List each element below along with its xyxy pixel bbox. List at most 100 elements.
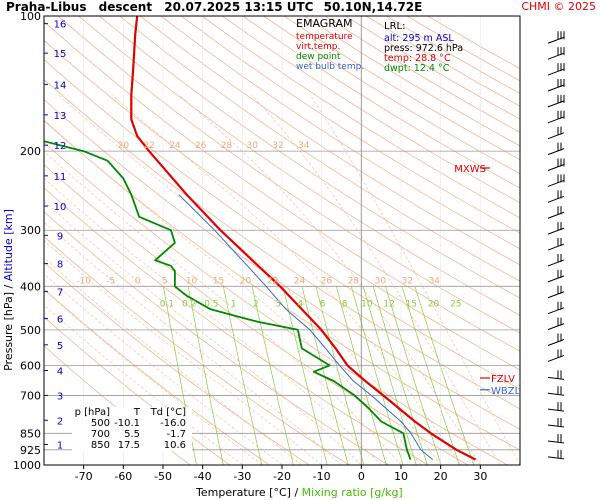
moist-adiabat: [58, 94, 441, 465]
pressure-tick-label: 925: [20, 444, 41, 457]
wind-barb: [547, 222, 565, 235]
x-axis-label-temp: Temperature [°C]: [196, 486, 291, 499]
altitude-tick-label: 16: [54, 20, 67, 31]
y-axis-label: Pressure [hPa] / Altitude [km]: [2, 209, 15, 371]
station-coords: 50.10N,14.72E: [323, 0, 423, 14]
x-tick-label: -10: [313, 470, 331, 483]
dry-adiabat-label: 34: [298, 141, 310, 151]
wind-barb: [547, 238, 565, 251]
wind-barb: [547, 269, 565, 283]
altitude-tick-label: 14: [54, 80, 67, 91]
wind-barb: [547, 285, 565, 299]
x-tick-label: -40: [194, 470, 212, 483]
level-table-row: 700 5.5 -1.7: [72, 429, 192, 440]
altitude-tick-label: 6: [57, 315, 63, 326]
wind-barb: [547, 110, 565, 124]
mixing-ratio-label: 10: [361, 299, 373, 309]
pressure-tick-label: 100: [20, 10, 41, 23]
dry-adiabat-label: 30: [247, 141, 259, 151]
altitude-tick-label: 3: [57, 391, 63, 402]
dry-adiabat: [44, 21, 520, 352]
wind-barb-staff: [547, 227, 565, 235]
dry-adiabat: [345, 16, 520, 120]
station-name: Praha-Libus: [6, 0, 87, 14]
dry-adiabat: [201, 16, 520, 219]
mixing-ratio-line: [362, 286, 417, 465]
dry-adiabat: [119, 16, 520, 282]
moist-adiabat-label: 32: [402, 276, 413, 286]
mixing-ratio-label: 0.5: [204, 299, 218, 309]
wind-barb: [547, 386, 565, 396]
mixing-ratio-label: 4: [297, 299, 303, 309]
level-table-col-p: p [hPa]: [74, 407, 110, 418]
wind-barb: [547, 370, 565, 380]
moist-adiabat: [251, 94, 501, 465]
pressure-tick-label: 850: [20, 427, 41, 440]
x-tick-label: -50: [154, 470, 172, 483]
lrl-box: LRL: alt: 295 m ASL press: 972.6 hPa tem…: [384, 22, 484, 74]
mixing-ratio-label: 25: [450, 299, 461, 309]
x-tick-label: -20: [273, 470, 291, 483]
x-tick-label: -70: [75, 470, 93, 483]
pressure-tick-label: 1000: [13, 459, 41, 472]
moist-adiabat-label: 0: [135, 276, 141, 286]
mixing-ratio-label: 20: [428, 299, 440, 309]
wind-barb: [547, 402, 565, 412]
lrl-temp: temp: 28.8 °C: [384, 53, 451, 64]
wind-barb-staff: [547, 291, 565, 299]
series-dew-point: [44, 140, 412, 460]
dry-adiabat: [304, 16, 520, 147]
dry-adiabat: [406, 16, 520, 82]
wind-barb: [547, 190, 565, 203]
wind-barb: [547, 158, 565, 171]
altitude-tick-label: 5: [57, 341, 63, 352]
dry-adiabat: [44, 59, 520, 390]
wind-barb-staff: [547, 68, 565, 76]
pressure-tick-label: 400: [20, 280, 41, 293]
wind-barb: [547, 174, 565, 187]
wind-barb: [547, 142, 565, 156]
sounding-datetime: 20.07.2025 13:15 UTC: [164, 0, 314, 14]
altitude-tick-label: 7: [57, 288, 63, 299]
lrl-dwpt: dwpt: 12.4 °C: [384, 63, 450, 74]
wind-barb: [547, 433, 565, 444]
wind-barb-staff: [547, 323, 565, 331]
dry-adiabat: [283, 16, 520, 161]
altitude-tick-label: 13: [54, 111, 67, 122]
moist-adiabat: [44, 239, 322, 465]
x-axis-label-sep: /: [294, 486, 299, 499]
mixing-ratio-label: 0.2: [182, 299, 196, 309]
moist-adiabat: [44, 257, 303, 465]
x-tick-label: 0: [358, 470, 365, 483]
lrl-title: LRL:: [384, 21, 406, 32]
moist-adiabat: [44, 289, 263, 465]
level-table-cell: -1.7: [166, 429, 186, 440]
mixing-ratio-label: 15: [406, 299, 417, 309]
wind-barb-staff: [547, 179, 565, 187]
wind-barb-staff: [547, 243, 565, 251]
x-tick-label: 20: [434, 470, 448, 483]
altitude-tick-label: 4: [57, 367, 63, 378]
wind-barb: [547, 449, 565, 460]
altitude-tick-label: 12: [54, 141, 67, 152]
series-temperature: [130, 16, 477, 461]
level-table-cell: 700: [90, 429, 110, 440]
level-table-cell: 5.5: [124, 429, 140, 440]
series-wet-bulb-temp: [178, 194, 434, 460]
altitude-tick-label: 9: [57, 231, 63, 242]
dry-adiabat: [222, 16, 520, 204]
lrl-press: press: 972.6 hPa: [384, 43, 464, 54]
marker-label-fzlv: FZLV: [491, 374, 515, 385]
wind-barb-staff: [547, 376, 565, 380]
dry-adiabat: [242, 16, 520, 189]
x-tick-label: -60: [114, 470, 132, 483]
wind-barb-staff: [547, 339, 565, 346]
moist-adiabat-label: 20: [240, 276, 252, 286]
wind-barb-staff: [547, 164, 565, 171]
wind-barb-staff: [547, 456, 565, 460]
altitude-tick-label: 1: [57, 440, 63, 451]
pressure-tick-label: 500: [20, 324, 41, 337]
level-table-cell: 500: [90, 418, 110, 429]
mixing-ratio-label: 2: [253, 299, 259, 309]
dry-adiabat: [427, 16, 520, 69]
